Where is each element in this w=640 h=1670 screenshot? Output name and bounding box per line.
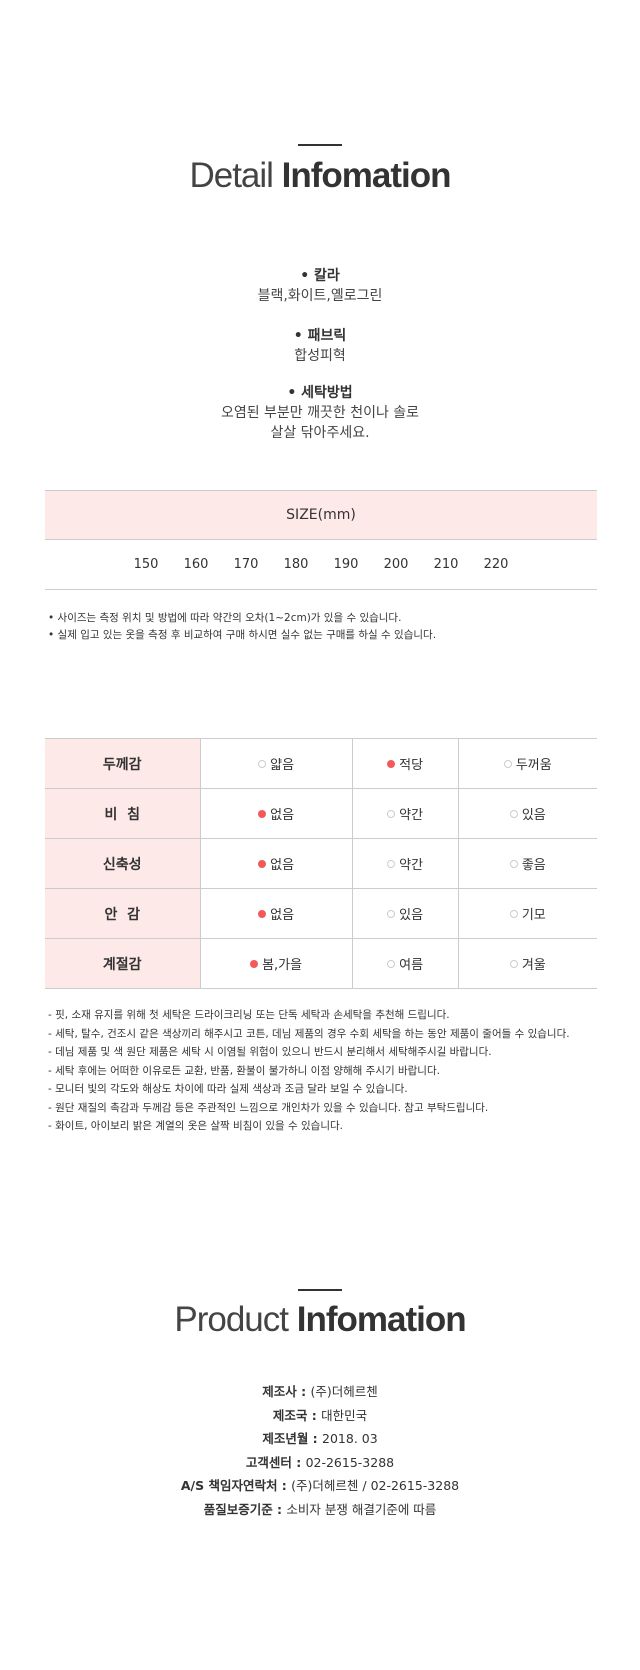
feel-label: 안 감: [45, 888, 201, 939]
info-row: 제조사 : (주)더헤르첸: [262, 1384, 378, 1399]
size-value: 220: [483, 557, 509, 572]
product-title: Product Infomation: [174, 1300, 466, 1339]
feel-row: 신축성 없음 약간 좋음: [45, 838, 597, 889]
info-row: A/S 책임자연락처 : (주)더헤르첸 / 02-2615-3288: [180, 1478, 460, 1493]
feel-option: 없음: [199, 888, 353, 939]
size-values: 150 160 170 180 190 200 210 220: [45, 540, 597, 590]
size-value: 190: [333, 557, 359, 572]
product-info: 제조사 : (주)더헤르첸 제조국 : 대한민국 제조년월 : 2018. 03…: [0, 1380, 640, 1521]
feel-option: 없음: [199, 838, 353, 889]
detail-title: Detail Infomation: [189, 156, 451, 195]
feel-label: 두께감: [45, 738, 201, 789]
feel-option: 겨울: [457, 938, 597, 989]
size-value: 150: [133, 557, 159, 572]
feel-option: 적당: [351, 738, 459, 789]
feel-row: 두께감 얇음 적당 두꺼움: [45, 738, 597, 789]
selected-dot-icon: [250, 960, 259, 968]
info-row: 품질보증기준 : 소비자 분쟁 해결기준에 따름: [203, 1501, 437, 1517]
care-notes: - 핏, 소재 유지를 위해 첫 세탁은 드라이크리닝 또는 단독 세탁과 손세…: [48, 1009, 570, 1132]
empty-dot-icon: [503, 760, 512, 768]
feel-row: 계절감 봄,가을 여름 겨울: [45, 938, 597, 989]
size-header: SIZE(mm): [45, 490, 597, 540]
info-row: 고객센터 : 02-2615-3288: [245, 1454, 395, 1470]
divider: [298, 144, 342, 146]
empty-dot-icon: [509, 960, 518, 968]
feel-label: 비 침: [45, 788, 201, 839]
empty-dot-icon: [509, 910, 518, 918]
size-value: 210: [433, 557, 459, 572]
feel-table: 두께감 얇음 적당 두꺼움 비 침 없음 약간 있음 신축성 없음 약간 좋음 안 감 없음 있음 기모 계절감…: [45, 738, 597, 989]
size-value: 160: [183, 557, 209, 572]
empty-dot-icon: [387, 910, 396, 918]
feel-option: 있음: [457, 788, 597, 839]
divider: [298, 1289, 342, 1291]
empty-dot-icon: [509, 810, 518, 818]
empty-dot-icon: [387, 960, 396, 968]
feel-label: 계절감: [45, 938, 201, 989]
size-value: 200: [383, 557, 409, 572]
empty-dot-icon: [509, 860, 518, 868]
empty-dot-icon: [387, 810, 396, 818]
feel-row: 안 감 없음 있음 기모: [45, 888, 597, 939]
feel-option: 두꺼움: [457, 738, 597, 789]
feel-label: 신축성: [45, 838, 201, 889]
feel-option: 있음: [351, 888, 459, 939]
info-row: 제조국 : 대한민국: [272, 1407, 368, 1423]
selected-dot-icon: [387, 760, 396, 768]
size-value: 170: [233, 557, 259, 572]
feel-option: 기모: [457, 888, 597, 939]
info-row: 제조년월 : 2018. 03: [262, 1431, 378, 1446]
spec-fabric: • 패브릭 합성피혁: [293, 328, 347, 364]
feel-option: 약간: [351, 788, 459, 839]
selected-dot-icon: [258, 910, 267, 918]
feel-option: 얇음: [199, 738, 353, 789]
feel-option: 여름: [351, 938, 459, 989]
feel-option: 좋음: [457, 838, 597, 889]
size-notes: • 사이즈는 측정 위치 및 방법에 따라 약간의 오차(1~2cm)가 있을 …: [48, 612, 437, 641]
spec-color: • 칼라 블랙,화이트,옐로그린: [257, 268, 383, 304]
selected-dot-icon: [258, 810, 267, 818]
empty-dot-icon: [387, 860, 396, 868]
feel-option: 봄,가을: [199, 938, 353, 989]
feel-row: 비 침 없음 약간 있음: [45, 788, 597, 839]
selected-dot-icon: [258, 860, 267, 868]
feel-option: 약간: [351, 838, 459, 889]
size-value: 180: [283, 557, 309, 572]
feel-option: 없음: [199, 788, 353, 839]
spec-wash: • 세탁방법 오염된 부분만 깨끗한 천이나 솔로 살살 닦아주세요.: [220, 385, 420, 441]
empty-dot-icon: [258, 760, 267, 768]
